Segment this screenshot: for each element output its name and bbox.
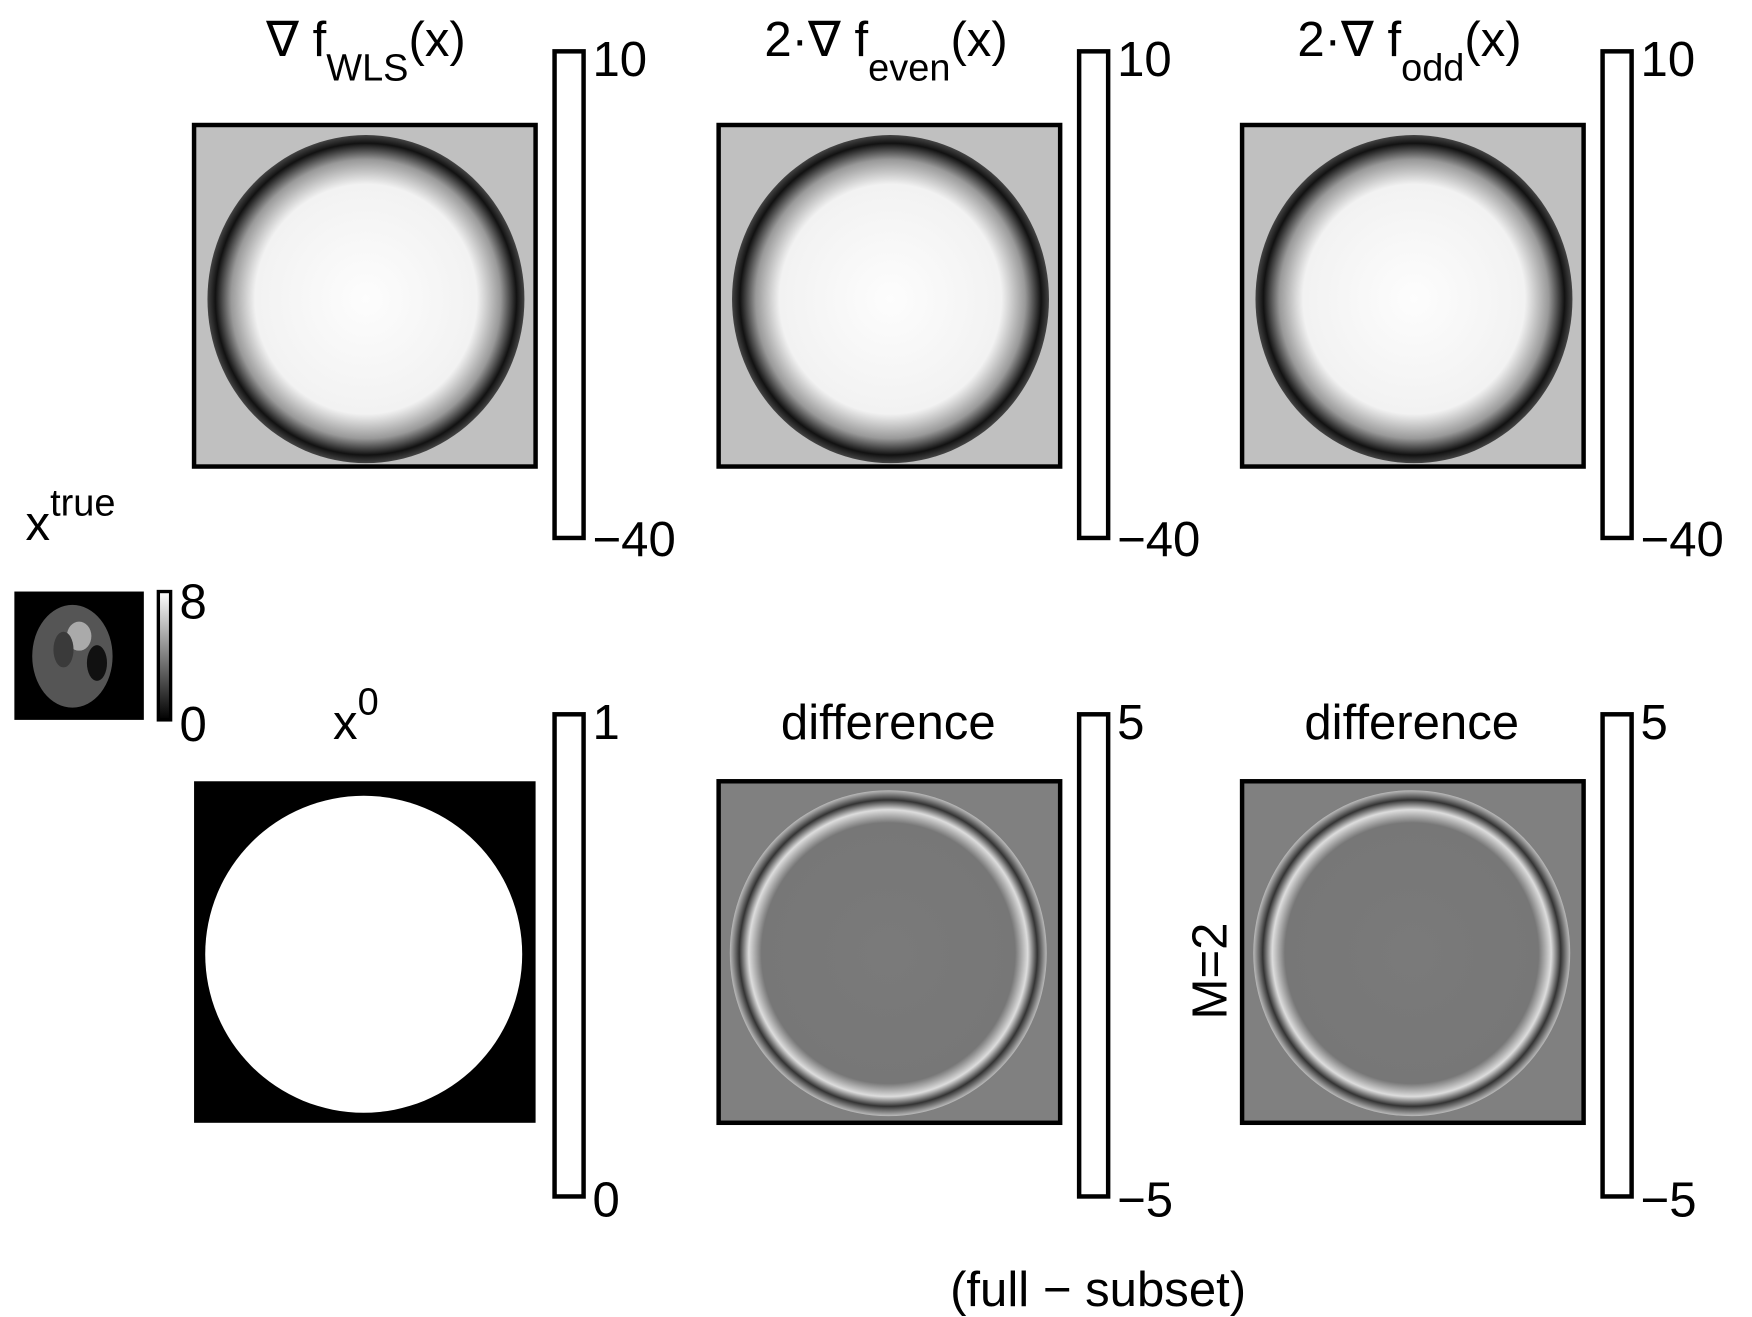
colorbar [555, 51, 584, 538]
title-part: x [333, 696, 358, 750]
colorbar-max: 8 [180, 575, 207, 629]
colorbar-min: −40 [1117, 513, 1200, 567]
colorbar-min: 0 [180, 698, 207, 752]
colorbar-max: 5 [1117, 696, 1144, 750]
panel-title: difference [781, 696, 996, 750]
colorbar [555, 714, 584, 1196]
image-grad-wls [194, 125, 536, 467]
colorbar-max: 10 [1117, 33, 1172, 87]
colorbar-min: −5 [1641, 1174, 1697, 1228]
title-part: x [26, 497, 51, 551]
image-grad-odd [1242, 125, 1584, 467]
image-x0 [194, 781, 536, 1123]
title-part: even [868, 47, 950, 89]
panel-title: ∇ fWLS(x) [265, 13, 466, 90]
colorbar-min: 0 [593, 1174, 620, 1228]
title-part: (x) [408, 13, 465, 67]
image-difference-odd [1242, 781, 1584, 1123]
colorbar [1603, 714, 1632, 1196]
title-part: (x) [1464, 13, 1521, 67]
colorbar-max: 10 [593, 33, 648, 87]
image-x-true [14, 592, 143, 720]
panel-title: 2·∇ feven(x) [764, 13, 1007, 90]
title-part: (x) [950, 13, 1007, 67]
image-difference-even [719, 781, 1061, 1123]
colorbar-max: 5 [1641, 696, 1668, 750]
title-part: ∇ f [265, 13, 326, 67]
colorbar [158, 592, 170, 720]
side-label: M=2 [1183, 923, 1237, 1020]
colorbar-max: 10 [1641, 33, 1696, 87]
figure: ∇ fWLS(x) 2·∇ feven(x) 2·∇ fodd(x) 10 −4… [0, 0, 1752, 1317]
title-part: 2·∇ f [1297, 13, 1401, 67]
title-part: 0 [358, 681, 379, 723]
colorbar-max: 1 [593, 696, 620, 750]
colorbar [1603, 51, 1632, 538]
title-part: odd [1401, 47, 1464, 89]
title-part: WLS [326, 47, 408, 89]
colorbar-min: −40 [1641, 513, 1724, 567]
colorbar-min: −40 [593, 513, 676, 567]
panel-title: difference [1304, 696, 1519, 750]
colorbar [1079, 714, 1108, 1196]
footnote: (full − subset) [950, 1263, 1246, 1317]
title-part: true [50, 483, 115, 525]
panel-title: x0 [333, 681, 379, 750]
colorbar-min: −5 [1117, 1174, 1173, 1228]
panel-title: xtrue [26, 483, 116, 552]
title-part: 2·∇ f [764, 13, 868, 67]
colorbar [1079, 51, 1108, 538]
image-grad-even [719, 125, 1061, 467]
panel-title: 2·∇ fodd(x) [1297, 13, 1521, 90]
